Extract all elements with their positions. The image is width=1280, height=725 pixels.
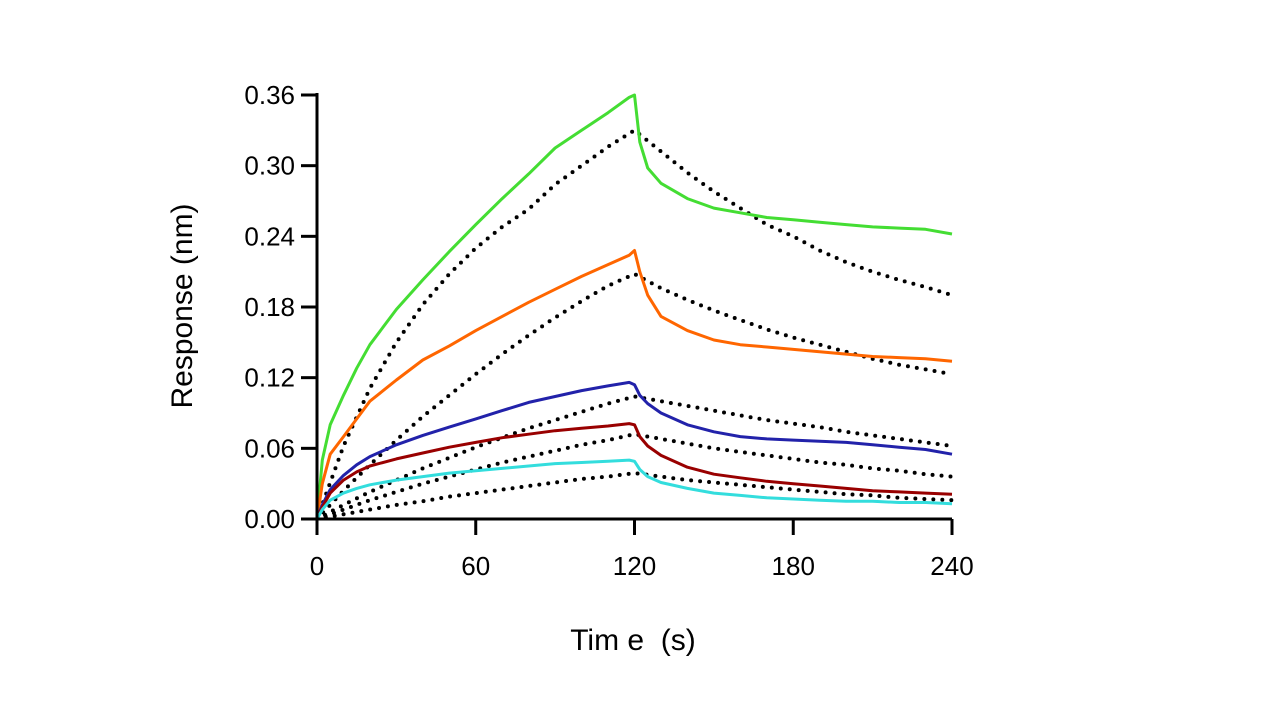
x-tick-label: 0 (310, 551, 324, 581)
x-axis-title: Tim e (s) (570, 624, 696, 657)
y-tick-label: 0.24 (244, 221, 295, 251)
fit-curve-7 (315, 394, 954, 521)
x-tick-label: 240 (930, 551, 973, 581)
y-tick-label: 0.00 (244, 504, 295, 534)
response-curve-2 (315, 380, 953, 520)
y-tick-label: 0.36 (244, 80, 295, 110)
x-tick-label: 60 (461, 551, 490, 581)
y-tick-label: 0.06 (244, 433, 295, 463)
y-tick-label: 0.18 (244, 292, 295, 322)
y-tick-label: 0.30 (244, 151, 295, 181)
fit-curve-9 (315, 471, 954, 521)
response-curve-1 (315, 249, 953, 520)
x-tick-label: 180 (772, 551, 815, 581)
response-curve-4 (315, 458, 953, 520)
ticks-layer: 0 60 120 180 240 0.00 0.06 0.12 0.18 0.24 0.30 0.36 (244, 80, 973, 581)
fit-curve-6 (315, 272, 954, 521)
response-curve-3 (315, 422, 953, 520)
y-axis-title: Response (nm) (166, 203, 199, 408)
fit-curve-5 (315, 128, 954, 521)
series-layer (315, 93, 954, 521)
y-tick-label: 0.12 (244, 363, 295, 393)
response-curve-0 (315, 93, 953, 520)
x-tick-label: 120 (613, 551, 656, 581)
